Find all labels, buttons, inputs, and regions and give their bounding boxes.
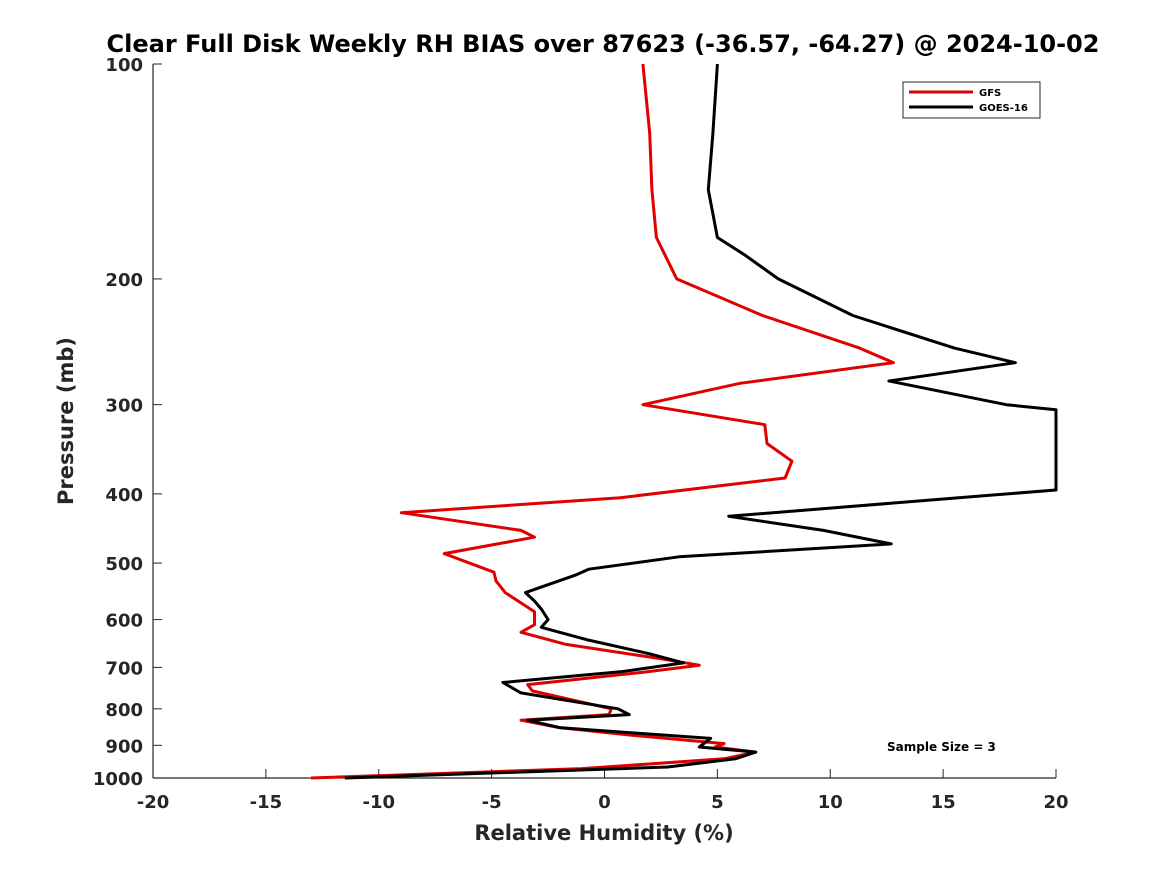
y-tick-label: 400 bbox=[105, 485, 143, 506]
y-tick-label: 700 bbox=[105, 658, 143, 679]
x-tick-label: 10 bbox=[818, 792, 843, 813]
x-tick-label: -15 bbox=[250, 792, 283, 813]
x-tick-label: -10 bbox=[362, 792, 395, 813]
legend: GFS GOES-16 bbox=[902, 81, 1041, 119]
y-tick-label: 200 bbox=[105, 270, 143, 291]
y-axis-label: Pressure (mb) bbox=[54, 337, 78, 505]
x-tick-label: -5 bbox=[482, 792, 502, 813]
y-tick-label: 300 bbox=[105, 396, 143, 417]
y-tick-label: 100 bbox=[105, 55, 143, 76]
y-tick-label: 1000 bbox=[93, 769, 143, 790]
x-tick-label: -20 bbox=[137, 792, 170, 813]
y-ticks: 100 200 300 400 500 600 700 800 900 1000 bbox=[93, 55, 162, 790]
y-tick-label: 500 bbox=[105, 554, 143, 575]
sample-size-annotation: Sample Size = 3 bbox=[887, 740, 996, 754]
series-lines bbox=[310, 63, 1058, 780]
y-tick-label: 600 bbox=[105, 611, 143, 632]
legend-box bbox=[902, 81, 1041, 119]
y-tick-label: 800 bbox=[105, 700, 143, 721]
x-tick-label: 0 bbox=[598, 792, 611, 813]
legend-label-goes16: GOES-16 bbox=[979, 103, 1028, 114]
y-tick-label: 900 bbox=[105, 736, 143, 757]
x-tick-label: 20 bbox=[1043, 792, 1068, 813]
x-tick-label: 15 bbox=[931, 792, 956, 813]
x-tick-label: 5 bbox=[711, 792, 724, 813]
legend-label-gfs: GFS bbox=[979, 88, 1001, 99]
x-axis-label: Relative Humidity (%) bbox=[474, 821, 733, 845]
x-ticks: -20 -15 -10 -5 0 5 10 15 20 bbox=[137, 769, 1069, 813]
series-line-goes16 bbox=[344, 63, 1058, 780]
plot-area: -20 -15 -10 -5 0 5 10 15 20 100 200 300 400 500 600 70… bbox=[93, 55, 1069, 813]
chart-title: Clear Full Disk Weekly RH BIAS over 8762… bbox=[107, 30, 1100, 58]
